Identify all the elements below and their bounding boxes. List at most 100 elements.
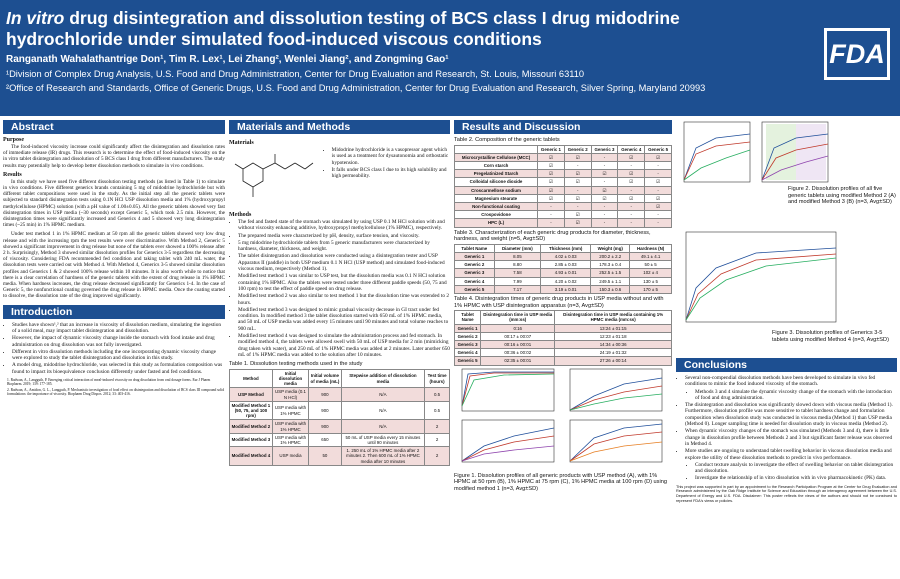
table-cell: ☑ xyxy=(563,210,592,220)
list-item: The fed and fasted state of the stomach … xyxy=(238,219,450,232)
materials-block: Materials Methods Midodrine hydrochlorid… xyxy=(229,137,450,219)
affiliation: ²Office of Research and Standards, Offic… xyxy=(6,83,706,93)
table-cell: - xyxy=(590,152,619,163)
acknowledgement: This project was supported in part by an… xyxy=(676,484,897,503)
table-cell: 49.1 ± 4.1 xyxy=(629,252,672,262)
table-cell: 170 ± 5 xyxy=(629,284,672,295)
table-caption: Table 2. Composition of the generic tabl… xyxy=(454,137,560,143)
header-cell: Initial dissolution media xyxy=(271,368,310,389)
table-cell: - xyxy=(617,185,646,195)
table-cell: 2 xyxy=(424,446,450,466)
table-4: Tablet Name Disintegration time in USP me… xyxy=(454,310,672,366)
table-cell: 200.2 ± 2.2 xyxy=(590,252,631,262)
table-cell: - xyxy=(644,169,672,179)
table-cell: Generic 4 xyxy=(454,348,482,358)
table: Method Initial dissolution media Initial v… xyxy=(229,368,450,466)
table-cell: 7.58 xyxy=(493,268,542,278)
table-cell: ☑ xyxy=(537,160,565,171)
table-cell: Microcrystalline Cellulose (MCC) xyxy=(454,152,539,163)
table-cell: Modified Method 3 xyxy=(229,432,273,448)
table-cell: ☑ xyxy=(644,202,672,212)
list-item: 1. Radwan, A., Langguth, P. Emerging cri… xyxy=(7,378,211,387)
table-cell: - xyxy=(563,185,592,195)
table-row: Pregelatinized Starch ☑ ☑ ☑ ☑ - xyxy=(454,169,672,179)
table-cell: N/A xyxy=(340,419,426,434)
table-row: Generic 4 00:36 ± 00:02 24:19 ± 01:32 xyxy=(454,348,672,358)
list-item: The disintegration and dissolution was s… xyxy=(685,402,897,427)
table-cell: Colloidal silicone dioxide xyxy=(454,177,539,187)
list-item: Several non-compendial dissolution metho… xyxy=(685,375,897,388)
table-caption: Table 4. Disintegration times of generic… xyxy=(454,296,664,309)
table-cell: ☑ xyxy=(644,193,672,204)
paragraph: In this study we have used five differen… xyxy=(3,178,225,229)
table-cell: 178.3 ± 0.4 xyxy=(590,260,631,270)
title: In vitro drug disintegration and dissolu… xyxy=(6,8,796,50)
list-item: Conduct texture analysis to investigate … xyxy=(695,462,897,475)
table-cell: ☑ xyxy=(537,177,565,187)
table-cell: 102 ± 4 xyxy=(629,268,672,278)
header-cell: Disintegration time in USP media contain… xyxy=(554,310,672,325)
table-cell: USP media xyxy=(271,446,310,466)
header-cell: Generic 2 xyxy=(563,144,592,154)
table-cell: 2.85 ± 0.03 xyxy=(540,260,592,270)
table-cell: ☑ xyxy=(537,169,565,179)
methods-column: Materials and Methods Materials Methods … xyxy=(229,118,450,577)
table-cell: 249.5 ± 1.1 xyxy=(590,276,631,286)
table-row: Corn starch ☑ - - - - xyxy=(454,160,672,171)
results-column: Results and Discussion Table 2. Composit… xyxy=(454,118,672,577)
subheading: Methods xyxy=(229,212,252,218)
table-cell: ☑ xyxy=(644,177,672,187)
table-row: Generic 1 0:16 13:24 ± 01:15 xyxy=(454,323,672,333)
list-item: Modified test method 3 was designed to m… xyxy=(238,307,450,332)
table-row: Microcrystalline Cellulose (MCC) ☑ ☑ - ☑ ☑ xyxy=(454,152,672,163)
header-cell: Thickness (mm) xyxy=(540,243,592,254)
figure-caption: Figure 2. Dissolution profiles of all fi… xyxy=(788,186,896,206)
table-cell: Generic 5 xyxy=(454,356,482,366)
list-item: Studies have shown¹,² that an increase i… xyxy=(12,322,225,335)
header-cell: Diameter (mm) xyxy=(493,243,542,254)
table-cell: Generic 3 xyxy=(454,268,495,278)
table-cell: - xyxy=(644,218,672,228)
list-item: Methods 3 and 4 simulate the dynamic vis… xyxy=(695,389,897,402)
table-cell: Generic 3 xyxy=(454,340,482,350)
table-cell: USP media with 1% HPMC xyxy=(271,432,310,448)
table-cell: Magnesium stearate xyxy=(454,193,539,204)
bullet-list: Studies have shown¹,² that an increase i… xyxy=(3,322,225,375)
list-item: Modified test method 2 was also similar … xyxy=(238,293,450,306)
table-cell: 12:23 ± 01:18 xyxy=(554,331,672,342)
table-row: Magnesium stearate ☑ ☑ ☑ ☑ ☑ xyxy=(454,193,672,204)
table-cell: ☑ xyxy=(537,185,565,195)
table-cell: - xyxy=(563,202,592,212)
table-row: Generic 5 02:35 ± 00:01 27:26 ± 00:14 xyxy=(454,356,672,366)
list-item: A model drug, midodrine hydrochloride, w… xyxy=(12,362,225,375)
section-heading: Introduction xyxy=(3,304,225,319)
paragraph: Under test method 1 in 1% HPMC medium at… xyxy=(3,231,225,300)
figure-caption: Figure 1. Dissolution profiles of all ge… xyxy=(454,472,667,492)
header-cell: Stepwise addition of dissolution media xyxy=(340,368,426,389)
table-cell: 4.02 ± 0.03 xyxy=(540,252,592,262)
table-cell: ☑ xyxy=(563,193,592,204)
table-cell: 00:36 ± 00:02 xyxy=(480,348,556,358)
table-cell: Modified Method 4 xyxy=(229,446,273,466)
table-cell: Generic 1 xyxy=(454,323,482,333)
table-cell: 27:26 ± 00:14 xyxy=(554,356,672,366)
abstract-column: Abstract Purpose The food-induced viscos… xyxy=(3,118,225,577)
table-cell: 8.80 xyxy=(493,260,542,270)
figure-3 xyxy=(685,231,837,323)
table-cell: - xyxy=(644,210,672,220)
table-cell: 14:34 ± 00:36 xyxy=(554,340,672,350)
table-cell: 8.05 xyxy=(493,252,542,262)
table-row: Colloidal silicone dioxide ☑ ☑ - ☑ ☑ xyxy=(454,177,672,187)
table-cell: - xyxy=(537,218,565,228)
table-cell: 900 xyxy=(308,400,342,421)
affiliation: ¹Division of Complex Drug Analysis, U.S.… xyxy=(6,69,585,79)
table-row: Generic 5 7.17 3.19 ± 0.01 150.3 ± 0.6 170 ±… xyxy=(454,284,672,295)
table-cell: 7.99 xyxy=(493,276,542,286)
table-cell: - xyxy=(617,210,646,220)
table-row: Generic 1 8.05 4.02 ± 0.03 200.2 ± 2.2 49.1 … xyxy=(454,252,672,262)
table-row: Modified Method 4 USP media 50 1. 250 mL of… xyxy=(229,446,450,466)
bullet-list: Midodrine hydrochloride is a vasopressor… xyxy=(323,147,450,216)
header-cell: Generic 5 xyxy=(644,144,672,154)
table-cell: ☑ xyxy=(537,152,565,163)
